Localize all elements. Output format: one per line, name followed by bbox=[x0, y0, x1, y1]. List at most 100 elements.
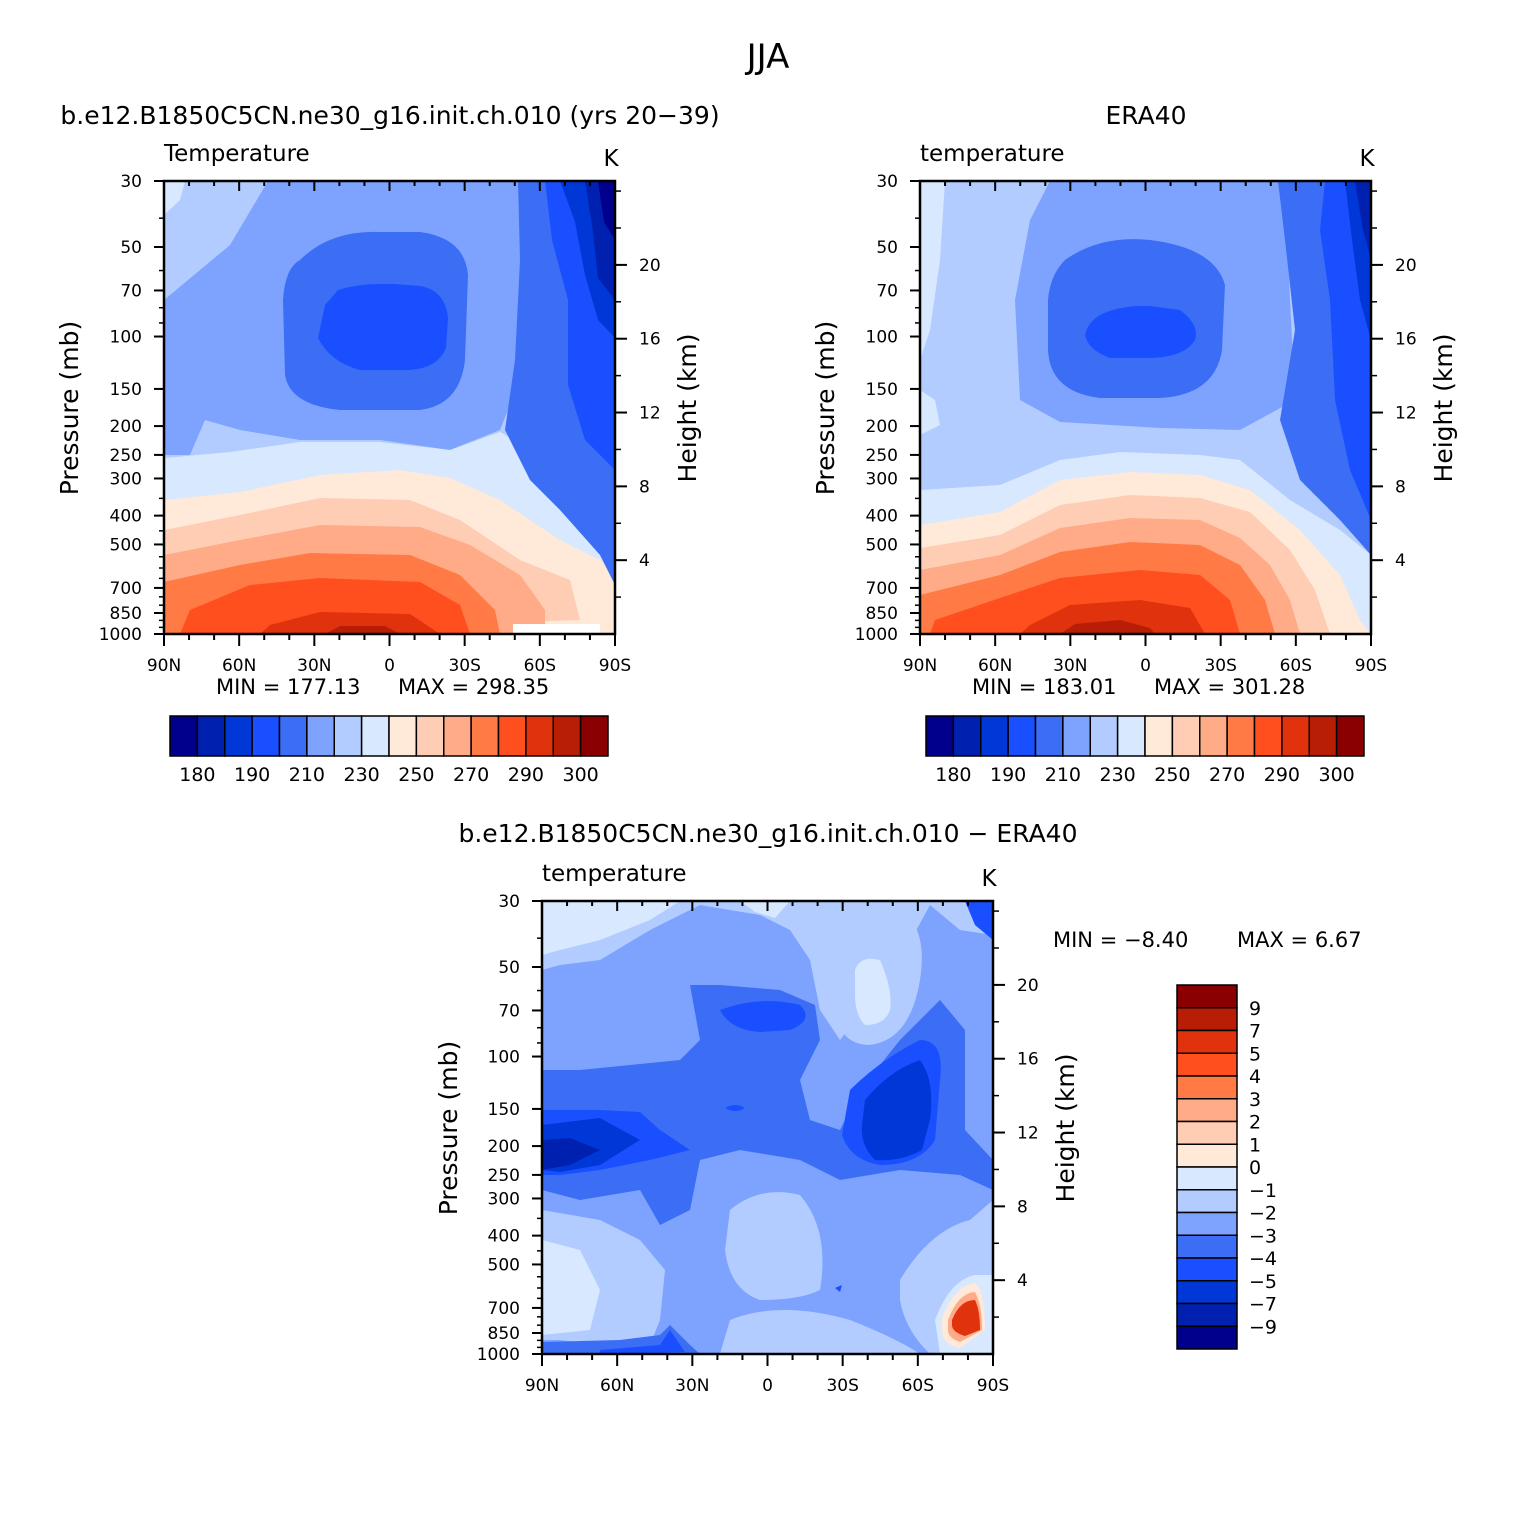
contour-fill bbox=[542, 901, 680, 955]
colorbar-label: 210 bbox=[289, 764, 325, 786]
colorbar-swatch bbox=[1176, 1257, 1238, 1282]
lat-tick-label: 90S bbox=[599, 656, 631, 676]
colorbar-swatch bbox=[251, 715, 281, 757]
colorbar-swatch bbox=[388, 715, 418, 757]
colorbar-label: 1 bbox=[1249, 1134, 1261, 1156]
pressure-tick-label: 1000 bbox=[477, 1345, 520, 1365]
panel-diff-title: b.e12.B1850C5CN.ne30_g16.init.ch.010 − E… bbox=[458, 819, 1077, 848]
panel-diff-variable: temperature bbox=[542, 861, 687, 887]
colorbar-label: 270 bbox=[1209, 764, 1245, 786]
colorbar-swatch bbox=[1089, 715, 1119, 757]
lat-tick-label: 90N bbox=[903, 656, 937, 676]
colorbar-swatch bbox=[1034, 715, 1064, 757]
pressure-tick-label: 100 bbox=[110, 328, 142, 348]
contour-fill bbox=[1085, 305, 1196, 358]
pressure-tick-label: 500 bbox=[866, 535, 898, 555]
colorbar-swatch bbox=[1308, 715, 1338, 757]
lat-tick-label: 60N bbox=[978, 656, 1012, 676]
contour-fill bbox=[1355, 181, 1371, 260]
pressure-tick-label: 500 bbox=[488, 1255, 520, 1275]
colorbar-swatch bbox=[1176, 1120, 1238, 1145]
colorbar-swatch bbox=[525, 715, 554, 757]
pressure-tick-label: 250 bbox=[866, 446, 898, 466]
colorbar-swatch bbox=[470, 715, 500, 757]
colorbar-swatch bbox=[1176, 1280, 1238, 1305]
panel-model-ylabel-right: Height (km) bbox=[673, 334, 702, 483]
lat-tick-label: 30N bbox=[297, 656, 331, 676]
height-tick-label: 12 bbox=[639, 404, 661, 424]
pressure-tick-label: 150 bbox=[866, 380, 898, 400]
lat-tick-label: 30S bbox=[448, 656, 480, 676]
height-tick-label: 20 bbox=[1017, 976, 1039, 996]
contour-fill bbox=[952, 1300, 980, 1336]
pressure-tick-label: 200 bbox=[866, 417, 898, 437]
pressure-tick-label: 50 bbox=[498, 958, 520, 978]
panel-diff-min: MIN = −8.40 bbox=[1053, 928, 1188, 952]
colorbar-label: −4 bbox=[1249, 1248, 1277, 1270]
panel-diff-ylabel-right: Height (km) bbox=[1051, 1054, 1080, 1203]
contour-fill bbox=[920, 390, 940, 435]
colorbar-swatch bbox=[278, 715, 308, 757]
pressure-tick-label: 70 bbox=[120, 281, 142, 301]
pressure-tick-label: 100 bbox=[866, 328, 898, 348]
panel-era40-variable: temperature bbox=[920, 141, 1065, 167]
colorbar-swatch bbox=[952, 715, 982, 757]
lat-tick-label: 30S bbox=[1204, 656, 1236, 676]
lat-tick-label: 60S bbox=[902, 1376, 934, 1396]
colorbar-swatch bbox=[1176, 1052, 1238, 1077]
panel-model-variable: Temperature bbox=[163, 141, 310, 167]
pressure-tick-label: 850 bbox=[866, 604, 898, 624]
panel-model: b.e12.B1850C5CN.ne30_g16.init.ch.010 (yr… bbox=[55, 101, 720, 786]
pressure-tick-label: 850 bbox=[488, 1324, 520, 1344]
pressure-tick-label: 50 bbox=[876, 238, 898, 258]
height-tick-label: 16 bbox=[1017, 1050, 1039, 1070]
panel-era40-ylabel: Pressure (mb) bbox=[811, 321, 840, 495]
contour-fill bbox=[600, 1330, 685, 1354]
height-tick-label: 8 bbox=[1395, 477, 1406, 497]
height-tick-label: 12 bbox=[1395, 404, 1417, 424]
pressure-tick-label: 300 bbox=[110, 469, 142, 489]
panel-diff-axes: 305070100150200250300400500700850100090N… bbox=[477, 892, 1039, 1396]
contour-fill bbox=[542, 1138, 600, 1170]
lat-tick-label: 30N bbox=[675, 1376, 709, 1396]
lat-tick-label: 60N bbox=[600, 1376, 634, 1396]
lat-tick-label: 60N bbox=[222, 656, 256, 676]
colorbar-label: 9 bbox=[1249, 998, 1261, 1020]
colorbar-swatch bbox=[925, 715, 955, 757]
lat-tick-label: 0 bbox=[384, 656, 395, 676]
height-tick-label: 4 bbox=[1395, 551, 1406, 571]
missing-data-patch bbox=[513, 624, 600, 634]
colorbar-swatch bbox=[1253, 715, 1283, 757]
panel-era40-max: MAX = 301.28 bbox=[1154, 675, 1305, 699]
contour-fill bbox=[542, 1240, 600, 1335]
colorbar-label: 5 bbox=[1249, 1043, 1261, 1065]
colorbar-swatch bbox=[1007, 715, 1037, 757]
contour-fill bbox=[740, 901, 790, 918]
colorbar-swatch bbox=[579, 715, 609, 757]
pressure-tick-label: 70 bbox=[876, 281, 898, 301]
contour-fill bbox=[598, 181, 615, 240]
colorbar-swatch bbox=[1176, 1211, 1238, 1236]
lat-tick-label: 90S bbox=[1355, 656, 1387, 676]
colorbar-swatch bbox=[1176, 1325, 1238, 1350]
pressure-tick-label: 1000 bbox=[99, 625, 142, 645]
colorbar-swatch bbox=[1176, 1189, 1238, 1214]
colorbar-swatch bbox=[1116, 715, 1146, 757]
colorbar-label: −5 bbox=[1249, 1271, 1277, 1293]
contour-fill bbox=[1020, 600, 1205, 634]
colorbar-swatch bbox=[196, 715, 226, 757]
panel-model-colorbar: 180 190 210 230 250 270 290 300 bbox=[169, 715, 609, 786]
pressure-tick-label: 700 bbox=[866, 579, 898, 599]
contour-fill bbox=[965, 901, 993, 940]
colorbar-swatch bbox=[1176, 1143, 1238, 1168]
pressure-tick-label: 30 bbox=[876, 172, 898, 192]
lat-tick-label: 30N bbox=[1053, 656, 1087, 676]
pressure-tick-label: 200 bbox=[110, 417, 142, 437]
colorbar-label: 290 bbox=[1264, 764, 1300, 786]
colorbar-label: −2 bbox=[1249, 1203, 1277, 1225]
contour-fill bbox=[835, 1285, 842, 1292]
colorbar-label: −7 bbox=[1249, 1294, 1277, 1316]
pressure-tick-label: 200 bbox=[488, 1137, 520, 1157]
colorbar-swatch bbox=[224, 715, 253, 757]
